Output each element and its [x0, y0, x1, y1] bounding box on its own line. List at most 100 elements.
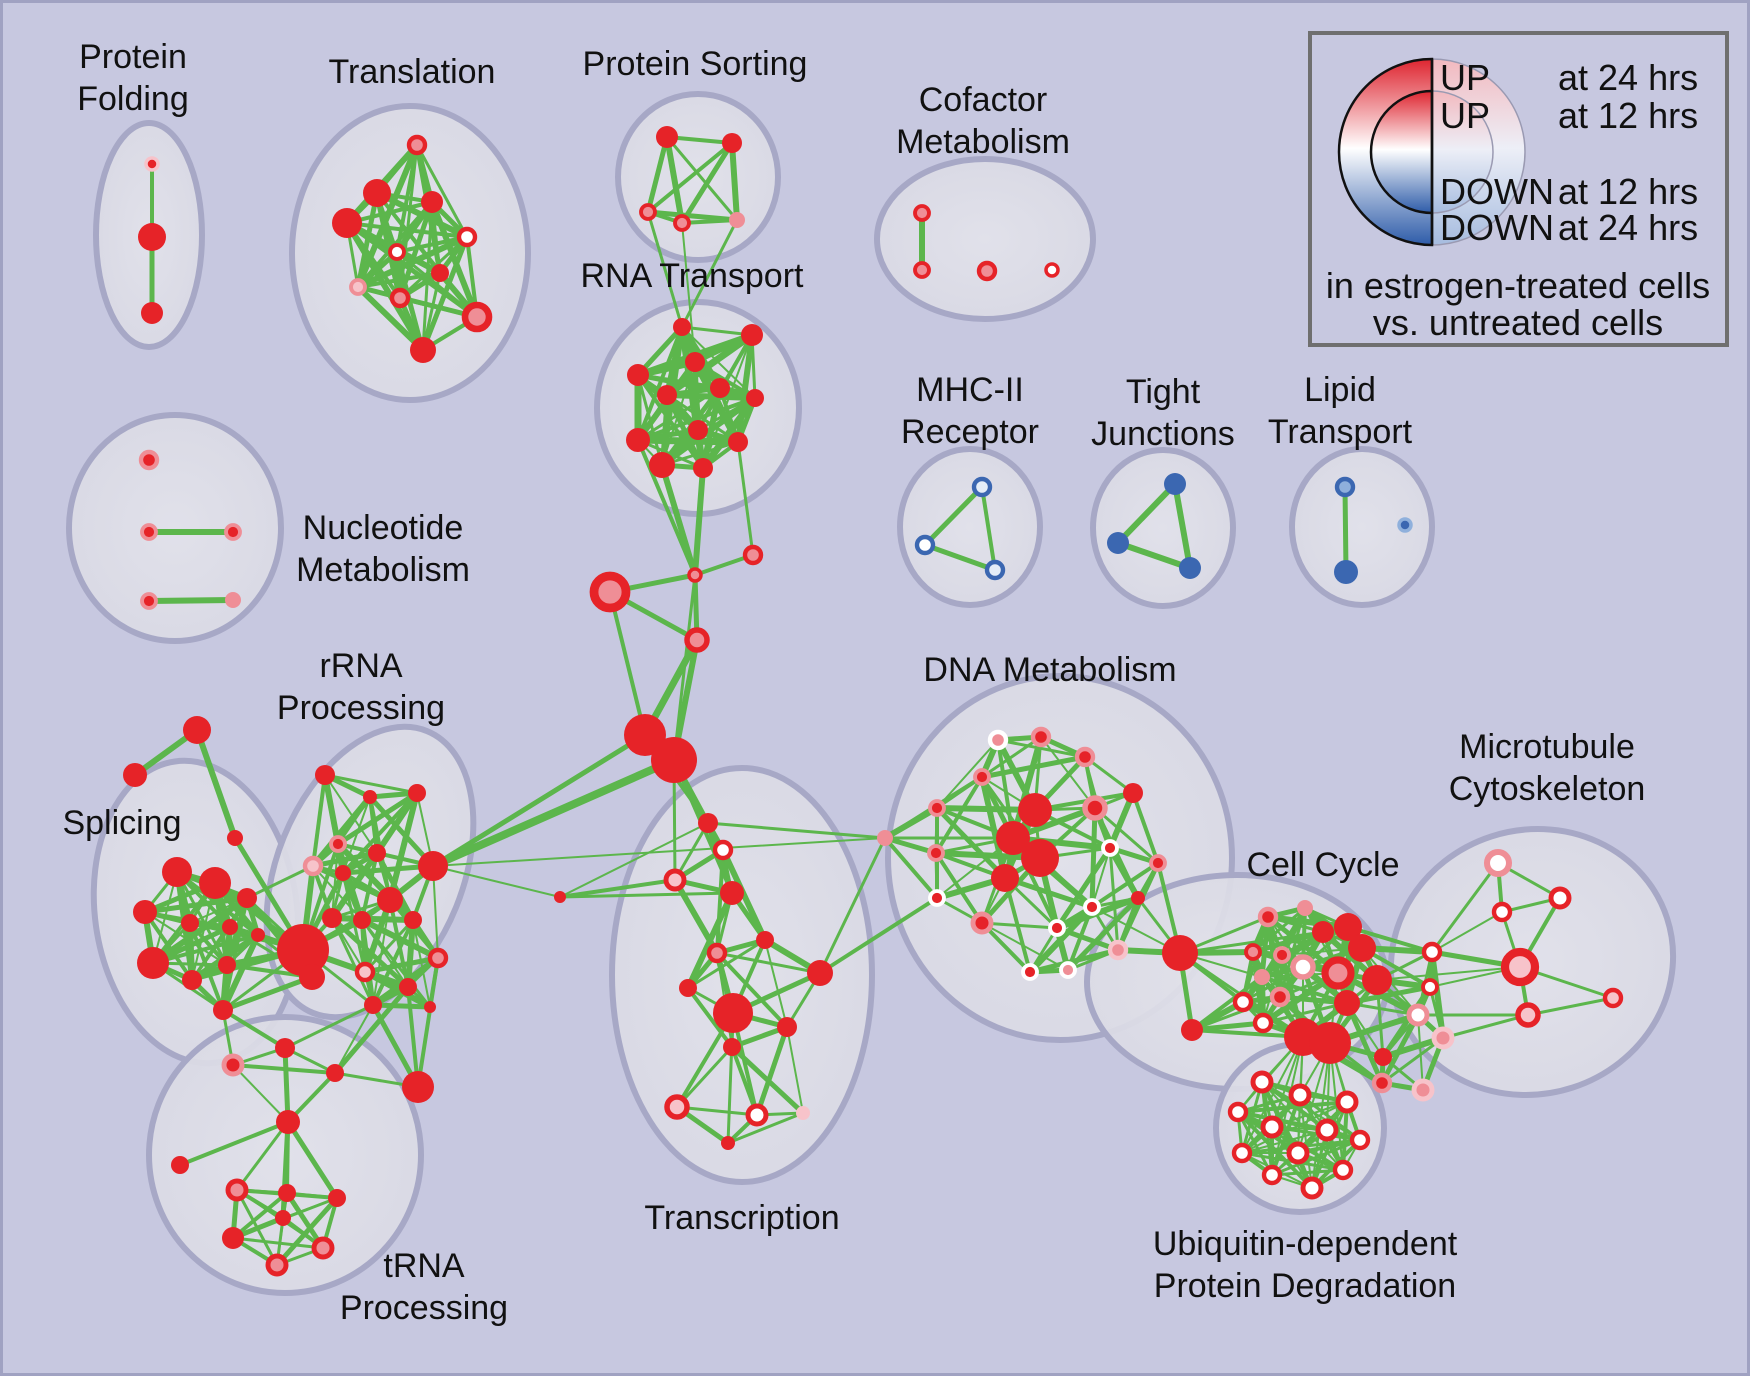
edge-tri0-tri2	[194, 727, 238, 841]
node-dHub	[1162, 935, 1198, 971]
edge-rt8-rt9	[634, 436, 742, 446]
node-tr2	[663, 868, 687, 892]
node-c6	[1321, 956, 1355, 990]
node-lp1	[1334, 560, 1358, 584]
edge-rt9-rt10	[660, 440, 740, 467]
edge-d10-d16	[1054, 845, 1113, 931]
node-u6	[1349, 1129, 1371, 1151]
edge-r1-rh	[367, 794, 436, 869]
node-s6	[182, 970, 202, 990]
region-tight-junctions-label: Tight Junctions	[1091, 373, 1235, 453]
edge-d16-d17	[1054, 925, 1121, 953]
node-lp0	[1334, 476, 1356, 498]
edge-rt10-ch0	[659, 462, 698, 578]
node-r15	[424, 1001, 436, 1013]
node-r2	[408, 784, 426, 802]
edge-m0-m3	[1429, 949, 1446, 1041]
edge-tr5-tr9	[715, 951, 789, 1029]
node-rt0	[673, 318, 691, 336]
edge-tr3-tr6	[685, 890, 735, 991]
edge-t6-t7	[356, 271, 442, 289]
edge-rt5-rt8	[636, 386, 722, 442]
edge-t7-t10	[355, 284, 426, 353]
edge-tb1-tb3	[231, 1191, 289, 1240]
node-tj1	[1107, 532, 1129, 554]
edge-r8-r15	[360, 918, 432, 1009]
edge-rt6-rt11	[699, 394, 759, 472]
node-d1	[1030, 726, 1052, 748]
edge-tn2-r14	[283, 1003, 375, 1050]
node-r1	[363, 790, 377, 804]
edge-rt9-ch1	[736, 440, 755, 557]
edge-d12-br0	[883, 836, 939, 900]
region-cell-cycle-label: Cell Cycle	[1246, 846, 1399, 884]
node-tn0	[213, 1000, 233, 1020]
node-tb4	[311, 1236, 335, 1260]
node-u3	[1227, 1101, 1249, 1123]
edge-ps4-rt0	[680, 218, 739, 329]
node-s7	[218, 956, 236, 974]
node-m0	[1421, 941, 1443, 963]
edge-d4-d11	[1131, 791, 1160, 865]
edge-mt4-mt5	[1526, 996, 1615, 1017]
node-pf2	[141, 302, 163, 324]
node-ccL	[1181, 1019, 1203, 1041]
node-hub0	[624, 714, 666, 756]
edge-tj0-tj1	[1115, 481, 1178, 546]
edge-d6-d15	[1089, 805, 1098, 910]
edge-lp0-lp1	[1342, 484, 1349, 575]
edge-rt3-rt11	[636, 373, 705, 470]
edge-tr6-tr10	[686, 986, 734, 1049]
edge-rh-r11	[432, 865, 439, 959]
node-t5	[388, 243, 406, 261]
node-hub1	[651, 737, 697, 783]
edge-r10-r12	[363, 918, 415, 974]
edge-ps0-ps4	[665, 135, 739, 222]
node-c0	[1257, 906, 1279, 928]
edge-r5-r10	[374, 850, 416, 923]
node-rt9	[728, 432, 748, 452]
edge-s5-s8	[150, 895, 250, 966]
node-cf1	[913, 261, 931, 279]
edge-rt8-ch0	[636, 438, 697, 577]
edge-tn3-r14	[334, 1004, 374, 1074]
edge-tb3-tb4	[231, 1236, 325, 1250]
legend-direction-0: UP	[1440, 57, 1490, 98]
node-tr1	[712, 839, 734, 861]
edge-tn0-tn2	[221, 1008, 287, 1050]
node-d5	[928, 799, 946, 817]
edge-d10-d13	[1107, 845, 1141, 901]
region-ubiquitin-degradation-label: Ubiquitin-dependent Protein Degradation	[1153, 1225, 1458, 1305]
node-u10	[1261, 1164, 1283, 1186]
node-n0	[138, 449, 160, 471]
node-c8	[1244, 943, 1262, 961]
edge-d10-d15	[1091, 847, 1111, 908]
node-ch0	[687, 567, 703, 583]
region-lipid-transport-label: Lipid Transport	[1268, 371, 1413, 451]
region-cofactor-metabolism-label: Cofactor Metabolism	[896, 81, 1070, 161]
node-mt3	[1500, 947, 1540, 987]
node-r0	[315, 765, 335, 785]
edge-d17-d18	[1027, 947, 1121, 975]
node-ch3	[684, 627, 710, 653]
edge-ps3-ps4	[680, 218, 739, 225]
node-d8	[927, 844, 945, 862]
node-tr5	[706, 942, 728, 964]
edge-rt1-rt9	[735, 332, 755, 445]
node-u2	[1335, 1090, 1359, 1114]
edge-trL-tr0	[559, 822, 709, 898]
edge-ps2-rt0	[646, 210, 684, 329]
legend-direction-3: DOWN	[1440, 207, 1554, 248]
edge-t2-t9	[429, 199, 480, 320]
node-r11	[427, 947, 449, 969]
edge-r0-r5	[324, 774, 378, 854]
node-r7	[322, 908, 342, 928]
node-tr13	[796, 1106, 810, 1120]
legend-time-3: at 24 hrs	[1558, 207, 1698, 248]
node-rt2	[685, 352, 705, 372]
edge-t6-t10	[421, 271, 442, 352]
edge-u2-u10	[1271, 1101, 1348, 1176]
region-trna-processing-label: tRNA Processing	[340, 1247, 508, 1327]
legend-box	[1308, 31, 1729, 347]
